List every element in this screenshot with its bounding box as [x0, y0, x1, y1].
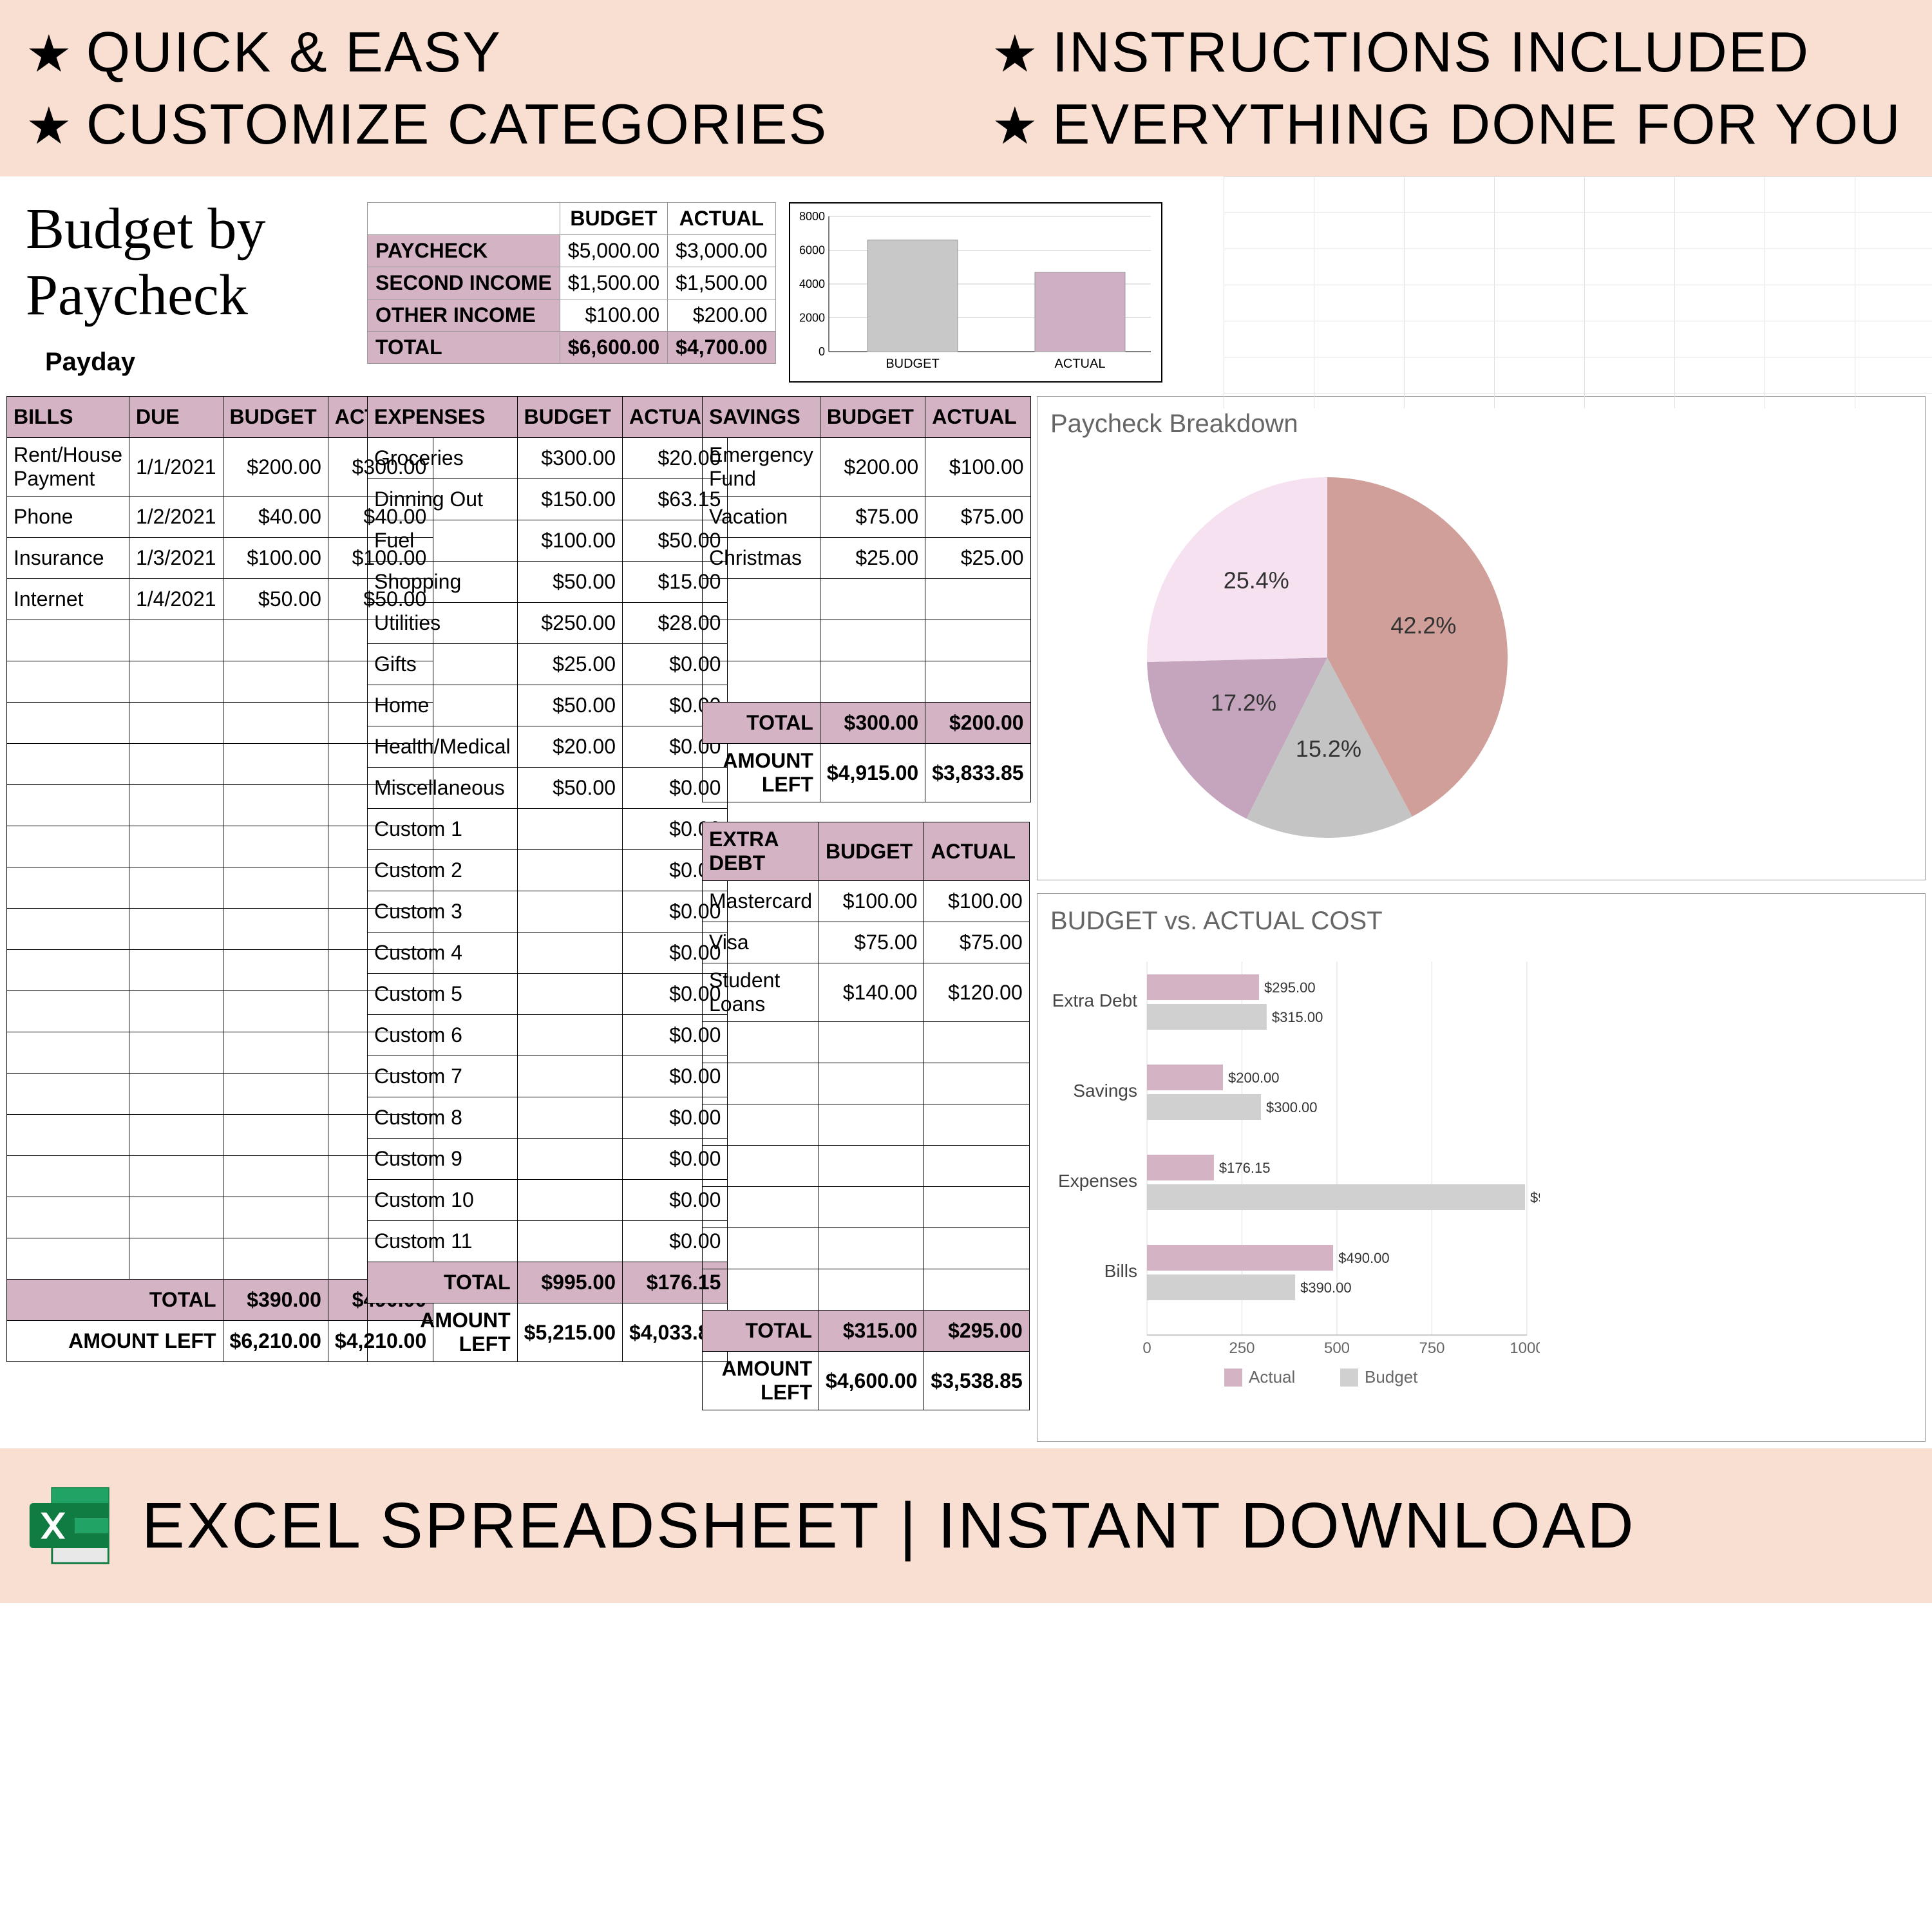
- feature-2: ★INSTRUCTIONS INCLUDED: [992, 19, 1906, 85]
- pie-chart-box: Paycheck Breakdown 42.2% 15.2% 17.2% 25.4%: [1037, 396, 1926, 880]
- extra-debt-table[interactable]: EXTRA DEBTBUDGETACTUALMastercard$100.00$…: [702, 822, 1030, 1410]
- svg-text:$200.00: $200.00: [1228, 1070, 1280, 1086]
- expenses-table[interactable]: EXPENSESBUDGETACTUALGroceries$300.00$20.…: [367, 396, 728, 1362]
- star-icon: ★: [992, 25, 1039, 82]
- svg-text:25.4%: 25.4%: [1224, 567, 1289, 593]
- svg-text:$176.15: $176.15: [1219, 1160, 1271, 1176]
- svg-text:$995.00: $995.00: [1530, 1189, 1540, 1206]
- svg-text:BUDGET: BUDGET: [886, 357, 939, 371]
- svg-text:4000: 4000: [799, 278, 824, 290]
- svg-text:15.2%: 15.2%: [1296, 735, 1361, 762]
- payday-label: Payday: [6, 341, 354, 383]
- svg-text:0: 0: [1142, 1340, 1151, 1357]
- svg-text:42.2%: 42.2%: [1390, 612, 1456, 639]
- svg-text:$390.00: $390.00: [1300, 1280, 1352, 1296]
- svg-text:Actual: Actual: [1249, 1367, 1295, 1387]
- hbar-chart-title: BUDGET vs. ACTUAL COST: [1050, 907, 1912, 936]
- svg-text:500: 500: [1324, 1340, 1350, 1357]
- star-icon: ★: [26, 25, 73, 82]
- svg-text:$300.00: $300.00: [1266, 1099, 1318, 1115]
- svg-text:$295.00: $295.00: [1264, 980, 1316, 996]
- svg-text:0: 0: [819, 345, 825, 358]
- svg-text:Savings: Savings: [1073, 1081, 1137, 1101]
- income-table: BUDGETACTUALPAYCHECK$5,000.00$3,000.00SE…: [367, 202, 776, 364]
- feature-4: ★EVERYTHING DONE FOR YOU: [992, 91, 1906, 157]
- top-banner: ★QUICK & EASY ★INSTRUCTIONS INCLUDED ★CU…: [0, 0, 1932, 176]
- hbar-chart-box: BUDGET vs. ACTUAL COST 0 250 500 750 1000 Ext…: [1037, 893, 1926, 1442]
- bottom-text: EXCEL SPREADSHEET | INSTANT DOWNLOAD: [142, 1489, 1636, 1563]
- svg-text:$315.00: $315.00: [1272, 1009, 1323, 1025]
- svg-text:Bills: Bills: [1104, 1261, 1137, 1281]
- svg-text:Budget: Budget: [1365, 1367, 1418, 1387]
- feature-3: ★CUSTOMIZE CATEGORIES: [26, 91, 940, 157]
- pie-chart-title: Paycheck Breakdown: [1050, 410, 1912, 439]
- star-icon: ★: [26, 97, 73, 155]
- logo-text: Budget by Paycheck: [6, 183, 354, 341]
- savings-table[interactable]: SAVINGSBUDGETACTUALEmergency Fund$200.00…: [702, 396, 1031, 802]
- svg-text:250: 250: [1229, 1340, 1255, 1357]
- spreadsheet: Budget by Paycheck Payday BUDGETACTUALPA…: [0, 176, 1932, 1448]
- svg-text:17.2%: 17.2%: [1211, 690, 1276, 716]
- svg-text:Expenses: Expenses: [1058, 1171, 1137, 1191]
- svg-text:Extra Debt: Extra Debt: [1052, 990, 1137, 1010]
- svg-text:$490.00: $490.00: [1338, 1250, 1390, 1266]
- svg-text:8000: 8000: [799, 210, 824, 223]
- feature-1: ★QUICK & EASY: [26, 19, 940, 85]
- income-bar-chart: 0 2000 4000 6000 8000 BUDGET ACTUAL: [789, 202, 1162, 383]
- svg-text:1000: 1000: [1510, 1340, 1540, 1357]
- bottom-banner: EXCEL SPREADSHEET | INSTANT DOWNLOAD: [0, 1448, 1932, 1603]
- star-icon: ★: [992, 97, 1039, 155]
- svg-text:2000: 2000: [799, 312, 824, 325]
- grid-background: [1224, 176, 1932, 408]
- excel-icon: [26, 1481, 116, 1571]
- svg-text:6000: 6000: [799, 244, 824, 257]
- features-grid: ★QUICK & EASY ★INSTRUCTIONS INCLUDED ★CU…: [26, 19, 1906, 157]
- svg-text:750: 750: [1419, 1340, 1444, 1357]
- svg-text:ACTUAL: ACTUAL: [1054, 357, 1105, 371]
